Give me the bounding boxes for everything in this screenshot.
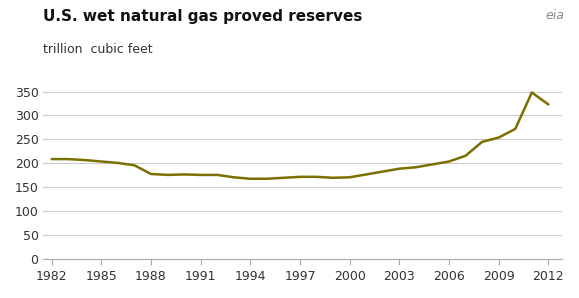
Text: eia: eia (545, 9, 565, 22)
Text: trillion  cubic feet: trillion cubic feet (43, 43, 153, 56)
Text: U.S. wet natural gas proved reserves: U.S. wet natural gas proved reserves (43, 9, 363, 24)
